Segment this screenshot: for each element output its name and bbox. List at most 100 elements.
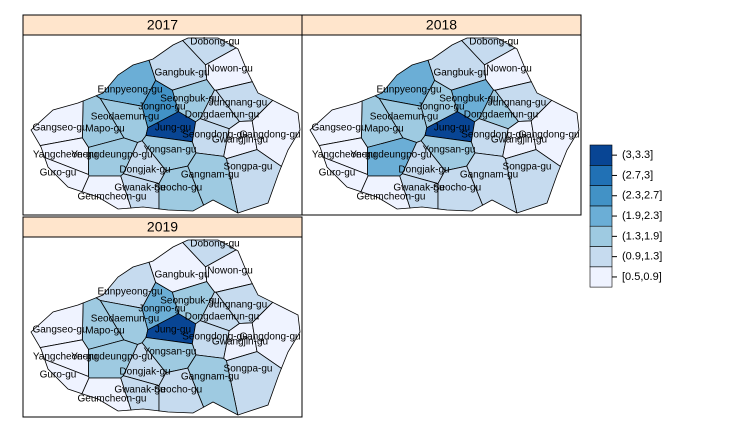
legend-label: [0.5,0.9]	[622, 271, 662, 283]
district-label: Gangdong-gu	[239, 130, 300, 141]
district	[530, 99, 580, 168]
district-label: Yangcheon-gu	[312, 150, 376, 161]
legend-label: (2.7,3]	[622, 169, 653, 181]
district	[187, 354, 239, 416]
district-label: Gangnam-gu	[181, 170, 239, 181]
district	[81, 175, 132, 210]
district	[360, 175, 411, 210]
district-label: Dongdaemun-gu	[185, 312, 260, 323]
district-label: Geumcheon-gu	[78, 394, 147, 405]
district-label: Dongdaemun-gu	[185, 110, 260, 121]
district-label: Seocho-gu	[154, 385, 202, 396]
district-label: Gwanak-gu	[114, 385, 165, 396]
district-label: Gwangjin-gu	[212, 337, 268, 348]
legend-label: (0.9,1.3]	[622, 251, 662, 263]
district-label: Dongjak-gu	[398, 165, 449, 176]
district-label: Nowon-gu	[207, 64, 253, 75]
district-label: Dobong-gu	[190, 37, 239, 48]
district	[81, 377, 132, 412]
district-label: Yongsan-gu	[143, 145, 196, 156]
district-label: Dobong-gu	[469, 37, 518, 48]
district-label: Mapo-gu	[364, 124, 403, 135]
district-label: Songpa-gu	[224, 162, 273, 173]
district-label: Gangnam-gu	[460, 170, 518, 181]
legend-swatch	[589, 225, 613, 247]
district-label: Eunpyeong-gu	[97, 287, 162, 298]
district-label: Geumcheon-gu	[78, 192, 147, 203]
district-label: Gangseo-gu	[32, 123, 87, 134]
district-label: Gangseo-gu	[311, 123, 366, 134]
panel-title: 2017	[147, 17, 178, 33]
legend-label: (1.9,2.3]	[622, 210, 662, 222]
district-label: Gwangjin-gu	[212, 135, 268, 146]
legend-swatch	[589, 185, 613, 207]
legend-swatch	[589, 165, 613, 186]
district-label: Nowon-gu	[486, 64, 532, 75]
district-label: Jungnang-gu	[209, 300, 267, 311]
district-label: Gwanak-gu	[393, 183, 444, 194]
district-label: Nowon-gu	[207, 266, 253, 277]
district-label: Jung-gu	[155, 325, 191, 336]
district-label: Seongbuk-gu	[160, 296, 220, 307]
district-label: Dongjak-gu	[119, 367, 170, 378]
district-label: Gangbuk-gu	[433, 68, 488, 79]
district-label: Seongbuk-gu	[439, 94, 499, 105]
district-label: Seongbuk-gu	[160, 94, 220, 105]
district-label: Seongdong-gu	[461, 130, 527, 141]
district-label: Guro-gu	[40, 168, 77, 179]
district-label: Seodaemun-gu	[370, 112, 438, 123]
district-label: Dongdaemun-gu	[464, 110, 539, 121]
district-label: Eunpyeong-gu	[376, 85, 441, 96]
district-label: Jongno-gu	[417, 102, 464, 113]
district-label: Jung-gu	[155, 123, 191, 134]
district-label: Guro-gu	[40, 370, 77, 381]
district-label: Yangcheon-gu	[33, 150, 97, 161]
district-label: Seongdong-gu	[182, 130, 248, 141]
district-label: Mapo-gu	[85, 124, 124, 135]
district-label: Seocho-gu	[154, 183, 202, 194]
legend-label: (1.3,1.9]	[622, 230, 662, 242]
district	[466, 152, 518, 214]
district-label: Dobong-gu	[190, 239, 239, 250]
district-label: Yongsan-gu	[143, 347, 196, 358]
district-label: Eunpyeong-gu	[97, 85, 162, 96]
district-label: Yeongdeungpo-gu	[71, 150, 152, 161]
district-label: Seongdong-gu	[182, 332, 248, 343]
legend-label: (2.3,2.7]	[622, 190, 662, 202]
district-label: Geumcheon-gu	[357, 192, 426, 203]
district-label: Jongno-gu	[138, 102, 185, 113]
district-label: Gangbuk-gu	[154, 270, 209, 281]
panel-title: 2019	[147, 219, 178, 235]
district-label: Yeongdeungpo-gu	[350, 150, 431, 161]
district-label: Guro-gu	[319, 168, 356, 179]
district-label: Jongno-gu	[138, 304, 185, 315]
legend-swatch	[589, 266, 613, 288]
district	[158, 165, 205, 212]
district-label: Gangdong-gu	[518, 130, 579, 141]
panel-title: 2018	[426, 17, 457, 33]
district-label: Jungnang-gu	[209, 98, 267, 109]
district-label: Gangseo-gu	[32, 325, 87, 336]
district-label: Jung-gu	[434, 123, 470, 134]
legend-swatch	[589, 246, 613, 268]
district-label: Mapo-gu	[85, 326, 124, 337]
district	[187, 152, 239, 214]
district-label: Songpa-gu	[503, 162, 552, 173]
district-label: Yangcheon-gu	[33, 352, 97, 363]
legend-label: (3,3.3]	[622, 149, 653, 161]
district-label: Gangdong-gu	[239, 332, 300, 343]
district-label: Yongsan-gu	[422, 145, 475, 156]
district-label: Seodaemun-gu	[91, 112, 159, 123]
district	[437, 165, 484, 212]
district	[158, 367, 205, 414]
district-label: Seodaemun-gu	[91, 314, 159, 325]
district-label: Gwanak-gu	[114, 183, 165, 194]
district-label: Jungnang-gu	[488, 98, 546, 109]
district-label: Dongjak-gu	[119, 165, 170, 176]
district-label: Gangbuk-gu	[154, 68, 209, 79]
district-label: Gangnam-gu	[181, 372, 239, 383]
district	[251, 301, 301, 370]
district-label: Songpa-gu	[224, 364, 273, 375]
district-label: Gwangjin-gu	[491, 135, 547, 146]
